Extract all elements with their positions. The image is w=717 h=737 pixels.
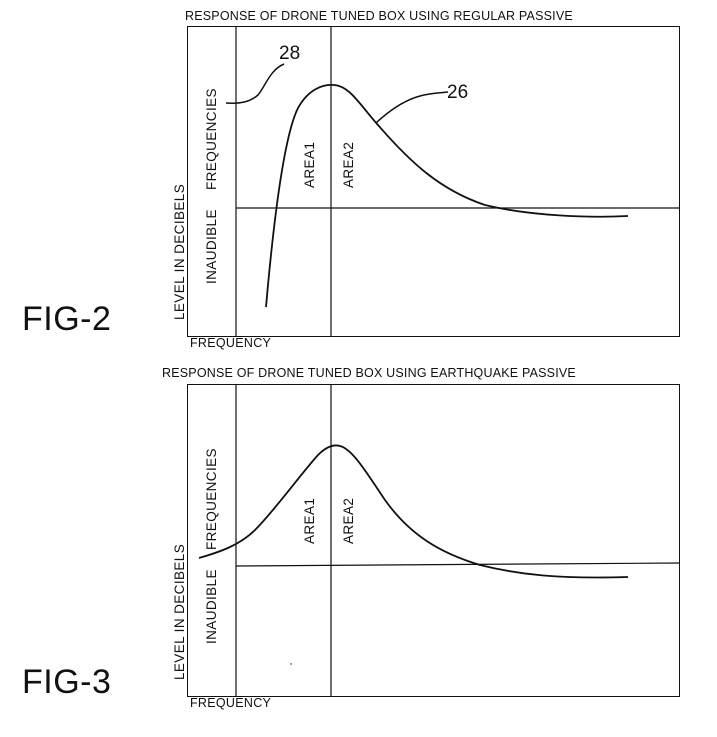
fig3-reference-level-line: [235, 562, 681, 567]
fig3-response-curve: [198, 444, 629, 579]
fig2-ref-28: 28: [279, 43, 301, 64]
fig3-speck: [290, 663, 292, 665]
fig2-ref-26: 26: [447, 82, 469, 103]
fig3-label: FIG-3: [22, 663, 112, 701]
fig2-response-curve: [265, 84, 629, 308]
fig2-leader-26: [375, 91, 449, 124]
fig2-leader-28: [225, 63, 285, 104]
fig2-label: FIG-2: [22, 300, 112, 338]
fig3-plot-frame: [187, 384, 680, 697]
fig2-x-axis-label: FREQUENCY: [190, 336, 272, 350]
fig2-plot-frame: [187, 26, 680, 337]
fig3-x-axis-label: FREQUENCY: [190, 696, 272, 710]
fig3-title: RESPONSE OF DRONE TUNED BOX USING EARTHQ…: [162, 366, 576, 380]
fig2-title: RESPONSE OF DRONE TUNED BOX USING REGULA…: [185, 9, 573, 23]
